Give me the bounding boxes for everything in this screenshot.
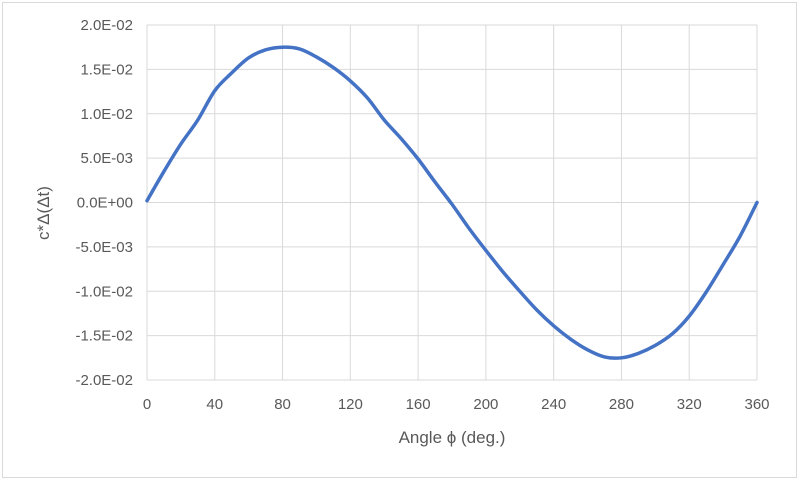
x-tick-label: 360 (744, 396, 769, 413)
y-tick-label: -1.5E-02 (75, 328, 133, 345)
x-tick-label: 160 (406, 396, 431, 413)
y-tick-label: 1.0E-02 (80, 106, 133, 123)
x-tick-label: 40 (206, 396, 223, 413)
series-layer (145, 45, 759, 360)
y-axis-tick-labels: 2.0E-02 1.5E-02 1.0E-02 5.0E-03 0.0E+00 -5.0E… (75, 17, 133, 389)
y-tick-label: 2.0E-02 (80, 17, 133, 34)
y-tick-label: -5.0E-03 (75, 239, 133, 256)
x-tick-label: 0 (143, 396, 151, 413)
y-tick-label: 1.5E-02 (80, 61, 133, 78)
y-tick-label: 5.0E-03 (80, 150, 133, 167)
x-tick-label: 80 (274, 396, 291, 413)
x-axis-tick-labels: 0 40 80 120 160 200 240 280 320 360 (143, 396, 770, 413)
x-tick-label: 120 (338, 396, 363, 413)
x-tick-label: 320 (677, 396, 702, 413)
y-axis-title: c*Δ(Δt) (34, 186, 53, 240)
x-axis-title: Angle ϕ (deg.) (399, 428, 506, 447)
series-line (145, 45, 759, 360)
x-tick-label: 240 (541, 396, 566, 413)
x-tick-label: 280 (609, 396, 634, 413)
y-tick-label: 0.0E+00 (77, 195, 133, 212)
x-tick-label: 200 (473, 396, 498, 413)
y-tick-label: -1.0E-02 (75, 283, 133, 300)
y-tick-label: -2.0E-02 (75, 372, 133, 389)
